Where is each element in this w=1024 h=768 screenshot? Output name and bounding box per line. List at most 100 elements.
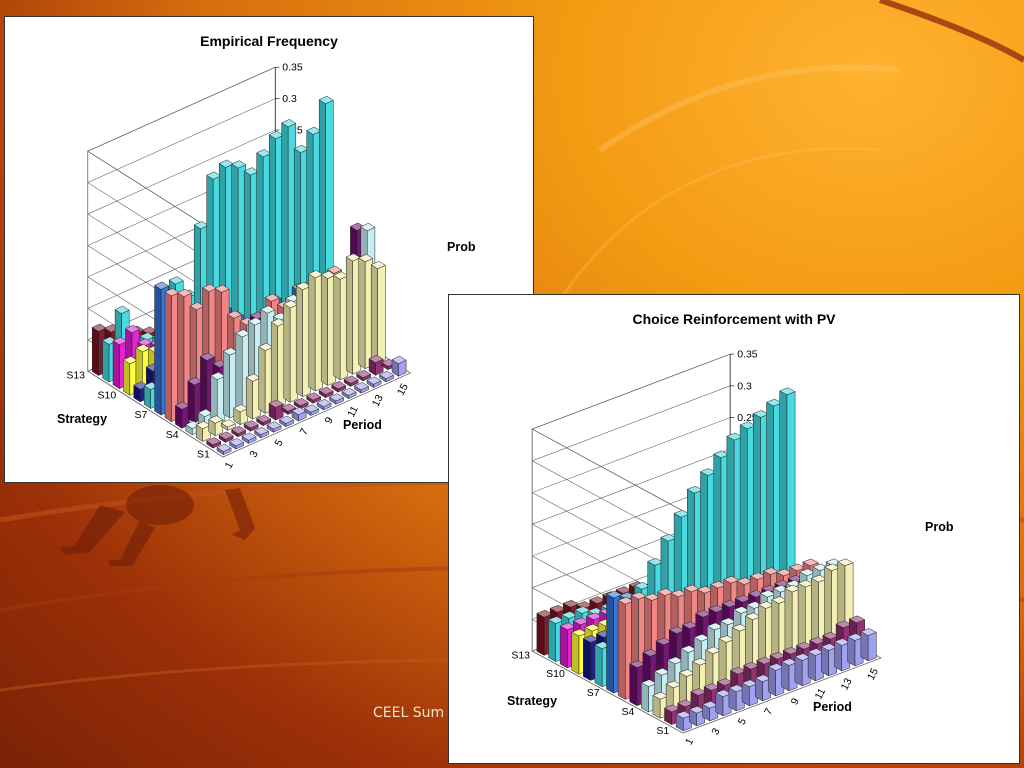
y-tick-label: S7 bbox=[135, 409, 148, 421]
x-tick-label: 13 bbox=[839, 676, 855, 692]
bar-S3-p7 bbox=[270, 318, 286, 409]
z-axis-title: Prob bbox=[447, 240, 476, 254]
x-tick-label: 13 bbox=[370, 393, 386, 409]
bar-S2-p1 bbox=[206, 437, 222, 449]
bar-S2-p11 bbox=[331, 381, 347, 393]
bar-S2-p10 bbox=[318, 386, 334, 399]
y-tick-label: S7 bbox=[587, 687, 600, 699]
x-tick-label: 7 bbox=[762, 706, 775, 717]
bar-S1-p7 bbox=[291, 406, 307, 422]
bar-S1-p9 bbox=[316, 398, 332, 411]
bar-S1-p2 bbox=[228, 438, 245, 450]
bar-S8-p15 bbox=[779, 387, 796, 618]
z-tick-label: 0.35 bbox=[737, 349, 758, 361]
y-tick-label: S10 bbox=[98, 389, 117, 401]
bar-S3-p8 bbox=[283, 300, 299, 403]
x-axis-title: Period bbox=[813, 700, 852, 714]
y-axis-title: Strategy bbox=[507, 694, 557, 708]
bar-S1-p3 bbox=[241, 432, 257, 444]
x-tick-label: 9 bbox=[323, 415, 336, 426]
x-tick-label: 11 bbox=[345, 404, 361, 419]
y-tick-label: S10 bbox=[546, 668, 565, 680]
bar-S3-p6 bbox=[258, 342, 274, 414]
bar-S2-p8 bbox=[293, 397, 309, 410]
z-tick-label: 0.3 bbox=[737, 380, 752, 392]
bar-S10-p1 bbox=[122, 356, 139, 396]
chart-title: Choice Reinforcement with PV bbox=[632, 311, 836, 327]
chart-3d-bar-empirical: 00.050.10.150.20.250.30.3513579111315S1S… bbox=[57, 62, 476, 471]
bar-S1-p8 bbox=[767, 663, 785, 697]
bar-S2-p12 bbox=[343, 375, 359, 387]
bar-S2-p5 bbox=[256, 414, 272, 427]
bar-S1-p9 bbox=[781, 658, 798, 692]
bar-S1-p5 bbox=[266, 421, 282, 433]
bar-S3-p1 bbox=[195, 421, 211, 442]
bar-S2-p2 bbox=[218, 431, 234, 443]
bar-S1-p1 bbox=[216, 443, 232, 456]
bar-S3-p2 bbox=[208, 415, 224, 437]
x-tick-label: 15 bbox=[395, 381, 411, 397]
bar-S4-p4 bbox=[222, 347, 238, 419]
z-axis-title: Prob bbox=[925, 520, 954, 534]
bar-S2-p6 bbox=[268, 399, 284, 421]
y-tick-label: S4 bbox=[622, 706, 635, 718]
y-tick-label: S1 bbox=[656, 725, 669, 737]
bar-S2-p14 bbox=[368, 354, 384, 376]
bar-S2-p3 bbox=[231, 425, 247, 438]
z-tick-label: 0.35 bbox=[282, 62, 303, 74]
x-tick-label: 15 bbox=[865, 666, 881, 682]
chart-panel-reinforcement: Choice Reinforcement with PV 00.050.10.1… bbox=[448, 294, 1020, 764]
bar-S3-p5 bbox=[245, 373, 261, 420]
x-tick-label: 1 bbox=[683, 736, 696, 747]
bar-S3-p9 bbox=[295, 282, 311, 398]
bar-S1-p15 bbox=[391, 355, 407, 377]
chart-title: Empirical Frequency bbox=[200, 33, 338, 49]
bars bbox=[536, 387, 877, 732]
x-tick-label: 5 bbox=[736, 716, 749, 727]
bar-S1-p4 bbox=[253, 426, 270, 439]
bar-S3-p4 bbox=[233, 404, 249, 426]
bar-S1-p15 bbox=[860, 628, 877, 662]
bar-S1-p3 bbox=[701, 700, 719, 722]
bar-S2-p13 bbox=[356, 369, 372, 382]
runner-silhouette bbox=[60, 485, 255, 566]
x-tick-label: 11 bbox=[813, 686, 829, 701]
y-tick-label: S4 bbox=[166, 429, 179, 441]
bar-S2-p9 bbox=[306, 392, 322, 404]
y-tick-label: S13 bbox=[66, 370, 85, 382]
x-tick-label: 7 bbox=[298, 426, 311, 437]
y-tick-label: S1 bbox=[197, 449, 210, 461]
chart-3d-bar-reinforcement: 00.050.10.150.20.250.30.3513579111315S1S… bbox=[507, 349, 954, 747]
footer-text: CEEL Sum bbox=[373, 705, 445, 721]
x-tick-label: 9 bbox=[789, 696, 802, 707]
bar-S3-p14 bbox=[358, 254, 374, 370]
y-tick-label: S13 bbox=[511, 649, 530, 661]
bar-S3-p3 bbox=[220, 419, 236, 431]
bar-S1-p10 bbox=[328, 393, 345, 405]
bar-S2-p4 bbox=[243, 420, 259, 432]
z-tick-label: 0.25 bbox=[737, 412, 758, 424]
x-tick-label: 3 bbox=[248, 449, 261, 460]
x-tick-label: 1 bbox=[223, 460, 236, 471]
y-axis-title: Strategy bbox=[57, 412, 107, 426]
bar-S5-p1 bbox=[174, 401, 191, 429]
bar-S1-p13 bbox=[366, 376, 382, 388]
bar-S1-p8 bbox=[303, 404, 320, 416]
chart-panel-empirical: Empirical Frequency 00.050.10.150.20.250… bbox=[4, 16, 534, 483]
bar-S3-p15 bbox=[370, 260, 386, 364]
bars bbox=[91, 95, 407, 456]
bar-S1-p10 bbox=[794, 653, 811, 687]
bar-S3-p11 bbox=[320, 270, 336, 386]
bar-S3-p10 bbox=[308, 270, 324, 392]
bar-S3-p12 bbox=[333, 271, 349, 381]
x-tick-label: 5 bbox=[273, 437, 286, 448]
x-axis-title: Period bbox=[343, 418, 382, 432]
bar-S1-p14 bbox=[378, 370, 395, 383]
bar-S1-p11 bbox=[341, 387, 357, 400]
bar-S4-p3 bbox=[210, 371, 226, 425]
x-tick-label: 3 bbox=[709, 726, 722, 737]
z-tick-label: 0.3 bbox=[282, 93, 297, 105]
bar-S3-p13 bbox=[345, 253, 361, 375]
bar-S1-p12 bbox=[353, 382, 370, 394]
bar-S6-p1 bbox=[164, 288, 180, 423]
